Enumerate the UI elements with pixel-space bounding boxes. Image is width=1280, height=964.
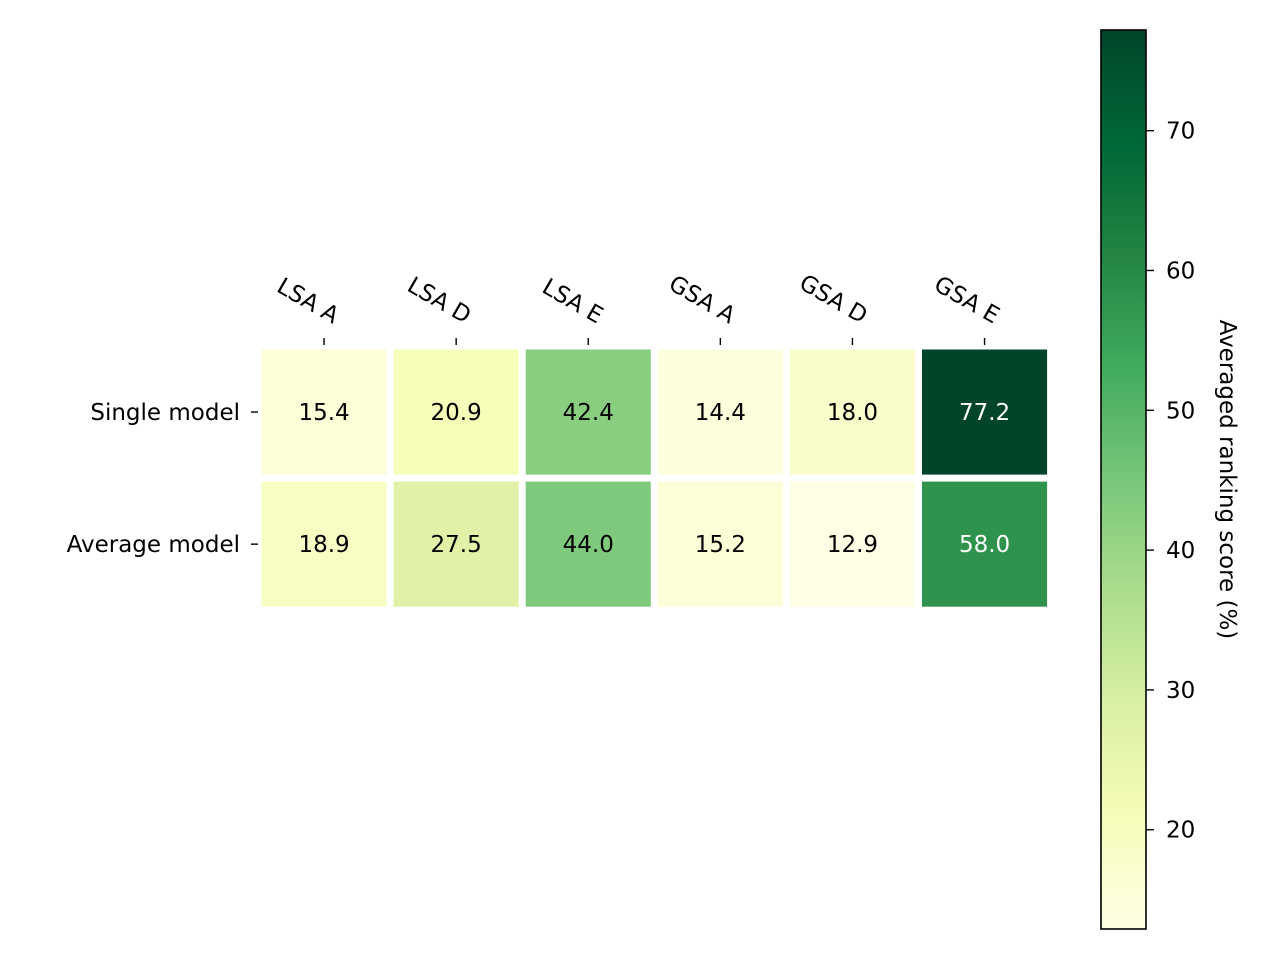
column-tick-label: LSA D	[403, 272, 475, 329]
cell-value-label: 44.0	[563, 532, 614, 558]
cell-value-label: 58.0	[959, 532, 1010, 558]
colorbar: 20 30 40 50 60 70 Averaged ranking score (%)	[1100, 29, 1240, 930]
heatmap-cell	[393, 481, 519, 607]
colorbar-tick-label: 50	[1166, 398, 1195, 424]
column-tick-group: LSA A LSA D LSA E GSA A GSA D GSA E	[272, 270, 1004, 345]
colorbar-tick-label: 70	[1166, 119, 1195, 145]
cell-value-label: 14.4	[695, 400, 746, 426]
cell-value-label: 20.9	[431, 400, 482, 426]
column-tick-label: GSA D	[795, 270, 872, 329]
cell-value-label: 18.0	[827, 400, 878, 426]
heatmap-cell	[922, 349, 1048, 475]
cell-value-label: 12.9	[827, 532, 878, 558]
heatmap-cell	[525, 349, 651, 475]
column-tick-label: LSA A	[272, 273, 343, 329]
colorbar-label: Averaged ranking score (%)	[1214, 320, 1240, 640]
colorbar-tick-label: 20	[1166, 818, 1195, 844]
heatmap-cell	[789, 481, 915, 607]
cell-value-label: 27.5	[431, 532, 482, 558]
heatmap-cell	[657, 481, 783, 607]
colorbar-tick-label: 40	[1166, 538, 1195, 564]
heatmap-cell	[922, 481, 1048, 607]
heatmap-cell	[789, 349, 915, 475]
row-tick-group: Single model Average model	[67, 400, 258, 558]
heatmap-cells: 15.4 20.9 42.4 14.4 18.0 77.2 18.9 27.5 44.0 15.2…	[261, 349, 1048, 607]
column-tick-label: GSA E	[930, 271, 1004, 329]
heatmap-cell	[261, 349, 387, 475]
cell-value-label: 15.4	[298, 400, 349, 426]
heatmap-cell	[657, 349, 783, 475]
row-tick-label: Average model	[67, 532, 240, 558]
colorbar-tick-label: 60	[1166, 258, 1195, 284]
cell-value-label: 42.4	[563, 400, 614, 426]
heatmap-cell	[393, 349, 519, 475]
heatmap-cell	[525, 481, 651, 607]
row-tick-label: Single model	[90, 400, 240, 426]
cell-value-label: 18.9	[298, 532, 349, 558]
colorbar-gradient	[1100, 29, 1147, 930]
cell-value-label: 77.2	[959, 400, 1010, 426]
colorbar-tick-label: 30	[1166, 678, 1195, 704]
column-tick-label: LSA E	[538, 274, 608, 329]
cell-value-label: 15.2	[695, 532, 746, 558]
column-tick-label: GSA A	[664, 271, 739, 329]
heatmap-cell	[261, 481, 387, 607]
